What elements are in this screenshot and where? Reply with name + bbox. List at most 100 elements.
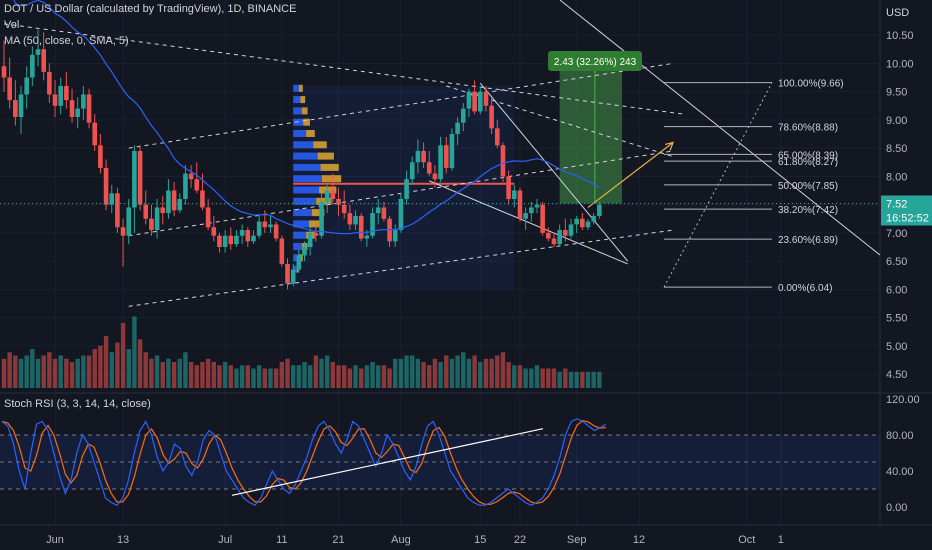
volume-bar	[585, 371, 591, 388]
measure-tag-label: 2.43 (32.26%) 243	[554, 57, 637, 68]
measure-box	[559, 66, 623, 204]
candle-body	[330, 190, 336, 199]
candle-body	[188, 173, 194, 180]
time-tick-label: 21	[332, 534, 344, 546]
candle-body	[529, 207, 534, 214]
candle-body	[580, 218, 585, 228]
candle-body	[455, 122, 460, 134]
stoch-tick-label: 80.00	[886, 430, 914, 442]
volume-bar	[7, 352, 12, 388]
volume-profile-bar	[311, 209, 325, 217]
volume-bar	[132, 316, 137, 388]
candle-body	[109, 193, 115, 205]
fib-level-label: 0.00%(6.04)	[778, 283, 832, 294]
volume-bar	[103, 336, 109, 388]
candle-body	[69, 100, 75, 118]
candle-body	[341, 204, 347, 214]
candle-body	[426, 162, 432, 174]
candle-body	[591, 215, 596, 222]
candle-body	[75, 108, 81, 118]
candle-body	[460, 108, 466, 123]
volume-bar	[404, 355, 409, 388]
volume-profile-bar	[309, 220, 320, 228]
fib-trend-line	[663, 82, 773, 288]
volume-profile-bar	[293, 209, 312, 217]
stoch-d-line	[1, 419, 606, 505]
price-tick-label: 10.00	[886, 58, 914, 70]
volume-profile-bar	[313, 141, 327, 149]
candle-body	[171, 190, 177, 211]
volume-bar	[205, 358, 211, 388]
volume-bar	[120, 323, 126, 388]
time-tick-label: Jul	[218, 534, 232, 546]
last-price-tag	[881, 195, 932, 226]
candle-body	[307, 232, 313, 247]
volume-bar	[228, 365, 233, 388]
volume-bar	[290, 365, 296, 388]
candle-body	[421, 150, 426, 163]
candle-body	[200, 190, 205, 208]
volume-bar	[194, 365, 199, 388]
volume-bar	[18, 358, 24, 388]
stoch-tick-label: 120.00	[886, 394, 920, 406]
volume-bar	[597, 371, 602, 388]
candle-body	[409, 162, 415, 180]
volume-bar	[393, 358, 398, 388]
volume-bar	[523, 368, 528, 388]
candle-body	[149, 218, 154, 231]
time-tick-label: 13	[117, 534, 129, 546]
candle-body	[103, 167, 109, 205]
volume-bar	[410, 355, 415, 388]
volume-bar	[234, 368, 239, 388]
candle-body	[296, 255, 302, 270]
volume-bar	[324, 355, 330, 388]
volume-bar	[64, 358, 69, 388]
volume-bar	[353, 365, 358, 388]
candle-body	[115, 193, 120, 228]
volume-bar	[115, 342, 120, 388]
volume-profile-bar	[301, 107, 308, 115]
volume-bar	[262, 368, 268, 388]
volume-bar	[517, 365, 523, 388]
volume-bar	[188, 362, 194, 388]
candle-body	[392, 230, 398, 242]
volume-bar	[285, 358, 290, 388]
volume-bar	[506, 362, 511, 388]
ma-line	[13, 0, 600, 235]
candle-body	[381, 207, 387, 219]
candle-body	[313, 232, 319, 236]
candle-body	[415, 150, 421, 163]
volume-profile-bar	[303, 118, 310, 126]
volume-bar	[149, 358, 154, 388]
volume-profile-bar	[300, 96, 306, 104]
candle-body	[375, 207, 381, 214]
volume-bar	[154, 355, 160, 388]
volume-bar	[438, 362, 443, 388]
volume-bar	[557, 371, 562, 388]
candle-body	[319, 201, 324, 236]
volume-bar	[307, 365, 313, 388]
volume-profile-bar	[321, 175, 342, 183]
candle-body	[279, 238, 285, 264]
candle-body	[494, 128, 500, 146]
volume-bar	[529, 368, 534, 388]
volume-bar	[217, 365, 222, 388]
volume-profile-bar	[293, 84, 299, 92]
candle-body	[585, 221, 591, 228]
candle-body	[472, 91, 477, 112]
candle-body	[13, 100, 18, 118]
volume-profile-bar	[293, 141, 314, 149]
price-tick-label: 4.50	[886, 369, 907, 381]
volume-bar	[251, 368, 256, 388]
ma-legend: MA (50, close, 0, SMA, 5)	[4, 35, 129, 47]
candle-body	[64, 85, 69, 101]
volume-bar	[109, 352, 114, 388]
candle-body	[302, 247, 307, 256]
price-tick-label: 6.00	[886, 284, 907, 296]
volume-profile-bar	[320, 163, 339, 171]
last-price-label: 7.52	[886, 198, 907, 210]
volume-bar	[370, 362, 375, 388]
candle-body	[30, 54, 35, 78]
projection-arrow	[587, 141, 674, 208]
